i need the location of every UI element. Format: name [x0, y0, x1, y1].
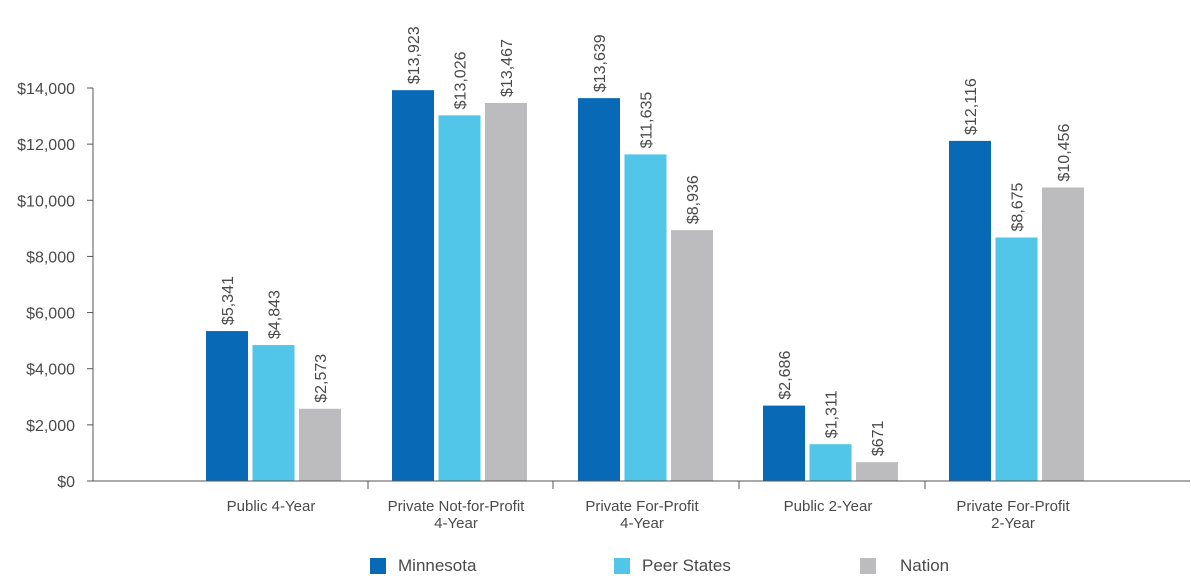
y-tick-label: $8,000 — [26, 249, 75, 266]
y-tick-label: $2,000 — [26, 418, 75, 435]
y-tick-label: $0 — [57, 474, 75, 491]
data-label-peer-states-1: $4,843 — [267, 290, 284, 339]
data-label-minnesota-3: $13,639 — [592, 34, 609, 92]
bar-peer-states-4 — [809, 444, 852, 481]
x-tick-label: 4-Year — [620, 515, 664, 532]
bar-peer-states-3 — [624, 154, 667, 482]
data-label-minnesota-2: $13,923 — [406, 26, 423, 84]
y-axis: $0 $2,000 $4,000 $6,000 $8,000 $10,000 $12,000… — [17, 81, 94, 491]
y-tick-label: $12,000 — [17, 137, 75, 154]
x-tick-label: Public 2-Year — [784, 498, 873, 515]
legend: Minnesota Peer States Nation — [0, 556, 1191, 578]
legend-item-nation: Nation — [860, 556, 949, 576]
bar-minnesota-4 — [763, 405, 805, 481]
data-label-minnesota-4: $2,686 — [777, 351, 794, 400]
data-label-minnesota-1: $5,341 — [220, 276, 237, 325]
bar-nation-5 — [1042, 187, 1084, 481]
x-tick-label: 4-Year — [434, 515, 478, 532]
bar-nation-1 — [299, 408, 341, 481]
x-tick-label: Private For-Profit — [956, 498, 1070, 515]
legend-item-peer-states: Peer States — [614, 556, 731, 576]
legend-swatch-nation — [860, 558, 876, 574]
data-label-peer-states-2: $13,026 — [453, 51, 470, 109]
bar-nation-3 — [671, 230, 713, 481]
x-tick-label: Private For-Profit — [585, 498, 699, 515]
data-label-minnesota-5: $12,116 — [963, 78, 980, 135]
x-tick-label: 2-Year — [991, 515, 1035, 532]
bar-minnesota-1 — [206, 331, 248, 481]
data-label-nation-4: $671 — [870, 420, 887, 456]
bar-nation-2 — [485, 102, 527, 482]
data-label-nation-3: $8,936 — [685, 175, 702, 224]
legend-item-minnesota: Minnesota — [370, 556, 476, 576]
data-label-nation-1: $2,573 — [313, 354, 330, 403]
x-tick-label: Private Not-for-Profit — [388, 498, 526, 515]
x-tick-label: Public 4-Year — [227, 498, 316, 515]
bar-nation-4 — [856, 462, 898, 481]
legend-label-peer-states: Peer States — [642, 556, 731, 575]
data-label-nation-2: $13,467 — [499, 39, 516, 97]
bar-minnesota-2 — [392, 90, 434, 481]
data-label-nation-5: $10,456 — [1056, 124, 1073, 182]
bars: $5,341 $13,923 $13,639 $2,686 $12,116 $4,843 $… — [206, 26, 1084, 482]
x-axis: Public 4-Year Private Not-for-Profit4-Yea… — [93, 480, 1190, 532]
bar-minnesota-3 — [578, 98, 620, 481]
y-tick-label: $6,000 — [26, 306, 75, 323]
bar-peer-states-1 — [252, 345, 295, 481]
legend-label-nation: Nation — [900, 556, 950, 575]
legend-swatch-minnesota — [370, 558, 386, 574]
legend-label-minnesota: Minnesota — [398, 556, 477, 575]
data-label-peer-states-4: $1,311 — [824, 390, 841, 438]
legend-swatch-peer-states — [614, 558, 630, 574]
y-tick-label: $10,000 — [17, 193, 75, 210]
data-label-peer-states-5: $8,675 — [1010, 182, 1027, 231]
data-label-peer-states-3: $11,635 — [639, 92, 656, 149]
bar-minnesota-5 — [949, 140, 991, 481]
bar-peer-states-5 — [995, 237, 1038, 481]
y-tick-label: $4,000 — [26, 362, 75, 379]
bar-peer-states-2 — [438, 115, 481, 482]
y-tick-label: $14,000 — [17, 81, 75, 98]
